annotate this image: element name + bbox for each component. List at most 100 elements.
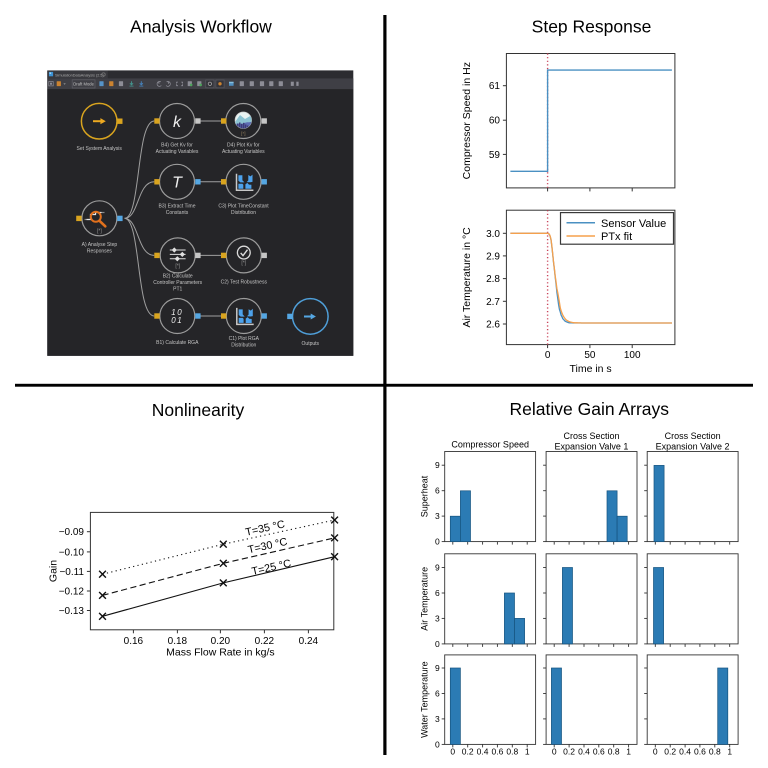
svg-text:−0.12: −0.12 (59, 587, 85, 598)
svg-text:Step Response: Step Response (532, 17, 652, 37)
svg-text:2.8: 2.8 (486, 274, 500, 285)
svg-text:3: 3 (435, 714, 440, 724)
svg-text:50: 50 (584, 350, 596, 361)
svg-text:[*]: [*] (175, 264, 180, 270)
svg-text:0.6: 0.6 (694, 747, 706, 757)
svg-text:0: 0 (435, 639, 440, 649)
svg-text:PT1: PT1 (173, 287, 182, 293)
svg-text:0: 0 (545, 350, 551, 361)
svg-text:0.16: 0.16 (124, 636, 144, 647)
svg-text:0.4: 0.4 (679, 747, 691, 757)
svg-text:1: 1 (525, 747, 530, 757)
svg-text:0.8: 0.8 (608, 747, 620, 757)
svg-text:1: 1 (727, 747, 732, 757)
svg-text:B1) Calculate RGA: B1) Calculate RGA (156, 340, 199, 346)
svg-text:B3) Extract Time: B3) Extract Time (159, 204, 196, 210)
svg-text:−0.11: −0.11 (59, 567, 84, 578)
svg-text:0.8: 0.8 (709, 747, 721, 757)
svg-text:61: 61 (489, 81, 501, 92)
svg-text:3.0: 3.0 (486, 229, 500, 240)
svg-text:Mass Flow Rate in kg/s: Mass Flow Rate in kg/s (166, 647, 275, 659)
svg-text:T=35 °C: T=35 °C (244, 518, 286, 538)
svg-text:Actuating Variables: Actuating Variables (222, 149, 265, 155)
svg-text:Superheat: Superheat (420, 475, 430, 517)
svg-text:9: 9 (435, 663, 440, 673)
svg-text:0: 0 (653, 747, 658, 757)
svg-text:Air Temperature in °C: Air Temperature in °C (461, 227, 473, 328)
svg-text:3: 3 (435, 613, 440, 623)
svg-text:Time in s: Time in s (569, 363, 611, 375)
svg-text:6: 6 (435, 588, 440, 598)
svg-text:Set System Analysis: Set System Analysis (77, 146, 123, 152)
svg-text:Distribution: Distribution (231, 343, 256, 349)
svg-text:k: k (173, 114, 182, 131)
svg-text:Controller Parameters: Controller Parameters (153, 280, 202, 286)
svg-text:Water Temperature: Water Temperature (420, 661, 430, 738)
svg-text:Sensor Value: Sensor Value (601, 218, 666, 230)
svg-text:2.6: 2.6 (486, 320, 500, 331)
svg-text:0.18: 0.18 (168, 636, 188, 647)
svg-text:T=30 °C: T=30 °C (247, 536, 289, 556)
svg-text:100: 100 (624, 350, 641, 361)
svg-text:Compressor Speed: Compressor Speed (451, 440, 529, 450)
svg-text:0: 0 (450, 747, 455, 757)
svg-text:[*]: [*] (241, 261, 246, 267)
svg-text:Nonlinearity: Nonlinearity (152, 400, 245, 420)
svg-text:0: 0 (552, 747, 557, 757)
svg-text:0.8: 0.8 (506, 747, 518, 757)
svg-text:SimulationDataAnalysis (2.5): SimulationDataAnalysis (2.5) (55, 73, 104, 77)
svg-text:B4) Get Kv for: B4) Get Kv for (161, 143, 193, 149)
svg-text:Expansion Valve 2: Expansion Valve 2 (656, 442, 730, 452)
svg-text:Expansion Valve 1: Expansion Valve 1 (555, 442, 629, 452)
svg-text:Distribution: Distribution (231, 210, 256, 216)
svg-text:Air Temperature: Air Temperature (420, 567, 430, 631)
svg-text:60: 60 (489, 116, 501, 127)
svg-text:2.7: 2.7 (486, 297, 500, 308)
svg-text:3: 3 (435, 511, 440, 521)
svg-text:[*]: [*] (241, 131, 245, 136)
svg-text:Responses: Responses (87, 248, 113, 254)
svg-text:Cross Section: Cross Section (563, 431, 619, 441)
svg-text:0.20: 0.20 (211, 636, 231, 647)
svg-text:T=25 °C: T=25 °C (251, 558, 293, 578)
svg-text:B2) Calculate: B2) Calculate (163, 274, 193, 280)
svg-text:9: 9 (435, 563, 440, 573)
svg-text:0.4: 0.4 (578, 747, 590, 757)
svg-text:Cross Section: Cross Section (665, 431, 721, 441)
svg-text:1: 1 (626, 747, 631, 757)
svg-text:0: 0 (435, 537, 440, 547)
svg-text:0.4: 0.4 (477, 747, 489, 757)
svg-text:0.22: 0.22 (255, 636, 275, 647)
svg-text:0.2: 0.2 (664, 747, 676, 757)
svg-text:0: 0 (435, 739, 440, 749)
svg-text:Outputs: Outputs (302, 341, 320, 347)
svg-text:0.6: 0.6 (593, 747, 605, 757)
svg-text:Actuating Variables: Actuating Variables (156, 149, 199, 155)
svg-text:Gain: Gain (48, 560, 60, 582)
svg-text:C3) Plot TimeConstant: C3) Plot TimeConstant (218, 204, 269, 210)
svg-text:Compressor Speed in Hz: Compressor Speed in Hz (461, 62, 473, 179)
svg-text:−0.13: −0.13 (59, 606, 85, 617)
svg-text:59: 59 (489, 150, 501, 161)
svg-text:9: 9 (435, 460, 440, 470)
svg-text:−0.10: −0.10 (59, 547, 85, 558)
svg-text:2.9: 2.9 (486, 251, 500, 262)
svg-text:C1) Plot RGA: C1) Plot RGA (229, 336, 260, 342)
svg-text:Draft Mode: Draft Mode (73, 82, 94, 87)
svg-text:D4) Plot Kv for: D4) Plot Kv for (227, 143, 260, 149)
svg-text:10: 10 (171, 308, 183, 317)
svg-text:PTx fit: PTx fit (601, 231, 632, 243)
svg-text:Analysis Workflow: Analysis Workflow (130, 17, 272, 37)
svg-text:[*]: [*] (97, 229, 102, 235)
svg-text:C2) Test Robustness: C2) Test Robustness (221, 280, 268, 286)
svg-text:Constants: Constants (166, 210, 189, 216)
svg-text:−0.09: −0.09 (59, 527, 85, 538)
svg-text:0.2: 0.2 (563, 747, 575, 757)
svg-text:01: 01 (171, 316, 183, 325)
svg-text:6: 6 (435, 486, 440, 496)
svg-text:0.6: 0.6 (491, 747, 503, 757)
svg-text:A) Analyse Step: A) Analyse Step (82, 242, 118, 248)
svg-text:6: 6 (435, 689, 440, 699)
svg-text:0.2: 0.2 (462, 747, 474, 757)
svg-text:Relative Gain Arrays: Relative Gain Arrays (510, 399, 670, 419)
